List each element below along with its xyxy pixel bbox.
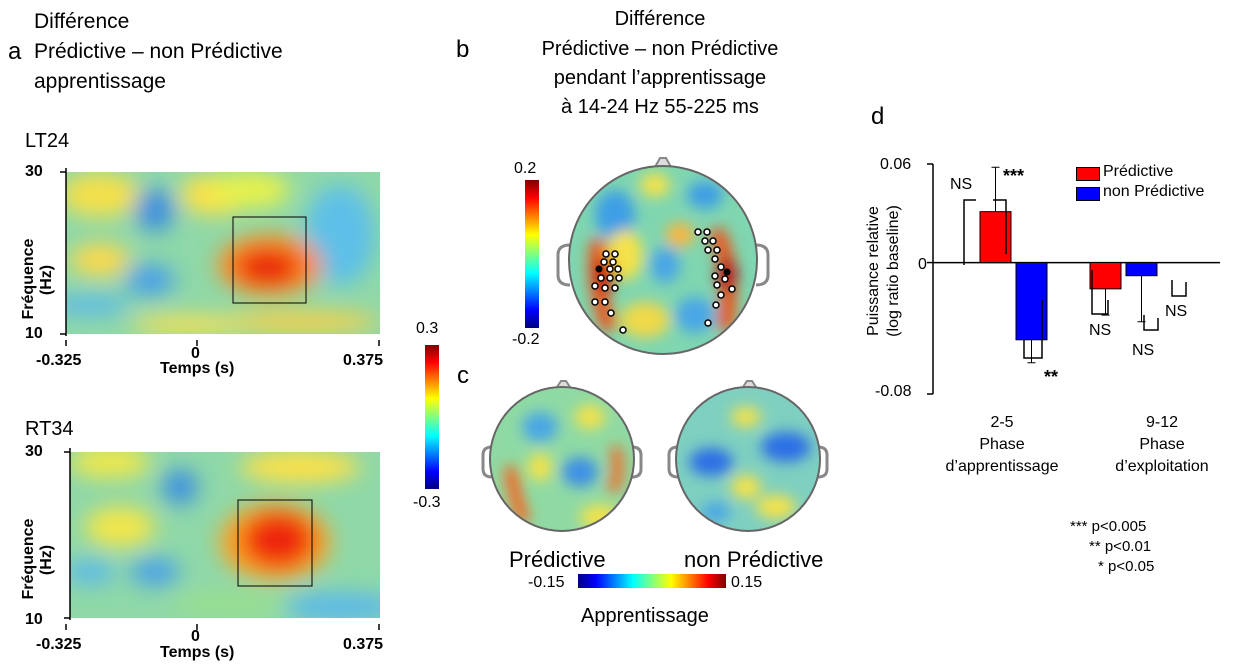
plot-lt24-xtick-3: 0.375 <box>343 352 384 369</box>
electrode-markers <box>591 228 736 334</box>
plot-rt34-xlabel: Temps (s) <box>160 644 235 661</box>
topomap-non-predictive <box>667 380 829 532</box>
group-1-label-1: 2-5 <box>990 414 1014 431</box>
group-2-label-2: Phase <box>1139 436 1185 453</box>
pvalue-note-3: * p<0.05 <box>1098 558 1155 575</box>
colorbar-a-min: -0.3 <box>413 494 441 511</box>
colorbar-a <box>425 345 439 489</box>
panel-a-title-1: Différence <box>34 10 130 33</box>
plot-rt34-name: RT34 <box>25 418 74 440</box>
sig-three-stars: *** <box>1003 166 1025 186</box>
panel-b-letter: b <box>456 36 470 63</box>
sig-ns-3: NS <box>1132 342 1155 359</box>
panel-a-title-3: apprentissage <box>34 70 166 93</box>
group-1-label-2: Phase <box>979 436 1025 453</box>
plot-lt24-xtick-1: -0.325 <box>36 352 82 369</box>
panel-c-label-non-predictive: non Prédictive <box>684 547 824 572</box>
group-2-label-3: d’exploitation <box>1115 458 1209 475</box>
plot-rt34-axes <box>64 448 380 630</box>
panel-c-letter: c <box>457 362 469 389</box>
roi-box-rt34 <box>237 499 313 587</box>
panel-b-title-3: pendant l’apprentissage <box>553 67 767 89</box>
plot-rt34-ytick-bottom: 10 <box>25 611 43 628</box>
error-bar-non-predictive-1 <box>1027 339 1036 364</box>
plot-rt34-ylabel-2: (Hz) <box>38 544 55 576</box>
group-2-label-1: 9-12 <box>1145 414 1179 431</box>
ytick-label-top: 0.06 <box>880 156 912 173</box>
error-bar-predictive-1 <box>991 166 1000 212</box>
plot-rt34-xtick-1: -0.325 <box>36 636 82 653</box>
bar-non-predictive-2 <box>1125 262 1158 277</box>
error-bar-predictive-2 <box>1101 288 1110 316</box>
bar-predictive-2 <box>1089 262 1122 290</box>
plot-lt24-xtick-2: 0 <box>191 345 200 362</box>
colorbar-c <box>578 574 726 588</box>
plot-lt24-ylabel-1: Fréquence <box>20 238 37 320</box>
colorbar-a-max: 0.3 <box>416 320 439 337</box>
plot-lt24-ytick-top: 30 <box>25 163 43 180</box>
sig-two-stars: ** <box>1044 367 1059 387</box>
plot-lt24-name: LT24 <box>25 130 70 152</box>
tf-map-lt24 <box>66 172 380 334</box>
plot-rt34-xtick-3: 0.375 <box>343 636 384 653</box>
legend-swatch-non-predictive <box>1076 187 1100 201</box>
group-1-label-3: d’apprentissage <box>945 458 1059 475</box>
legend-label-predictive: Prédictive <box>1103 163 1174 180</box>
plot-rt34-xtick-2: 0 <box>191 628 200 645</box>
pvalue-note-1: *** p<0.005 <box>1070 518 1147 535</box>
bar-chart <box>927 163 1220 395</box>
plot-lt24-ytick-bottom: 10 <box>25 325 43 342</box>
sig-ns-2: NS <box>1089 322 1112 339</box>
sig-ns-1: NS <box>950 176 973 193</box>
panel-b-title-2: Prédictive – non Prédictive <box>541 38 779 60</box>
significance-brackets <box>963 199 1187 359</box>
plot-rt34-ylabel-1: Fréquence <box>20 518 37 600</box>
colorbar-b-min: -0.2 <box>512 331 540 348</box>
colorbar-b-max: 0.2 <box>514 160 537 177</box>
plot-lt24-axes <box>60 168 380 346</box>
ytick-label-bottom: -0.08 <box>875 383 912 400</box>
colorbar-c-min: -0.15 <box>528 574 565 591</box>
panel-c-label-predictive: Prédictive <box>509 547 606 572</box>
tf-map-rt34 <box>70 452 380 618</box>
error-bar-non-predictive-2 <box>1137 275 1146 323</box>
panel-b-title-1: Différence <box>614 8 706 30</box>
colorbar-c-max: 0.15 <box>731 574 763 591</box>
plot-rt34-ytick-top: 30 <box>25 443 43 460</box>
plot-lt24-xlabel: Temps (s) <box>160 360 235 377</box>
panel-b-title-4: à 14-24 Hz 55-225 ms <box>561 96 759 118</box>
roi-box-lt24 <box>232 216 307 304</box>
legend-swatch-predictive <box>1076 167 1100 181</box>
colorbar-b <box>525 180 539 328</box>
panel-a-title-2: Prédictive – non Prédictive <box>34 40 283 63</box>
panel-a-letter: a <box>8 38 22 65</box>
panel-d-letter: d <box>871 103 885 130</box>
panel-c-caption: Apprentissage <box>581 605 709 627</box>
topomap-difference <box>556 157 770 355</box>
pvalue-note-2: ** p<0.01 <box>1089 538 1152 555</box>
plot-lt24-ylabel-2: (Hz) <box>38 264 55 296</box>
topomap-predictive <box>481 380 643 532</box>
sig-ns-4: NS <box>1165 303 1188 320</box>
ytick-label-zero: 0 <box>918 256 927 273</box>
legend-label-non-predictive: non Prédictive <box>1103 183 1205 200</box>
